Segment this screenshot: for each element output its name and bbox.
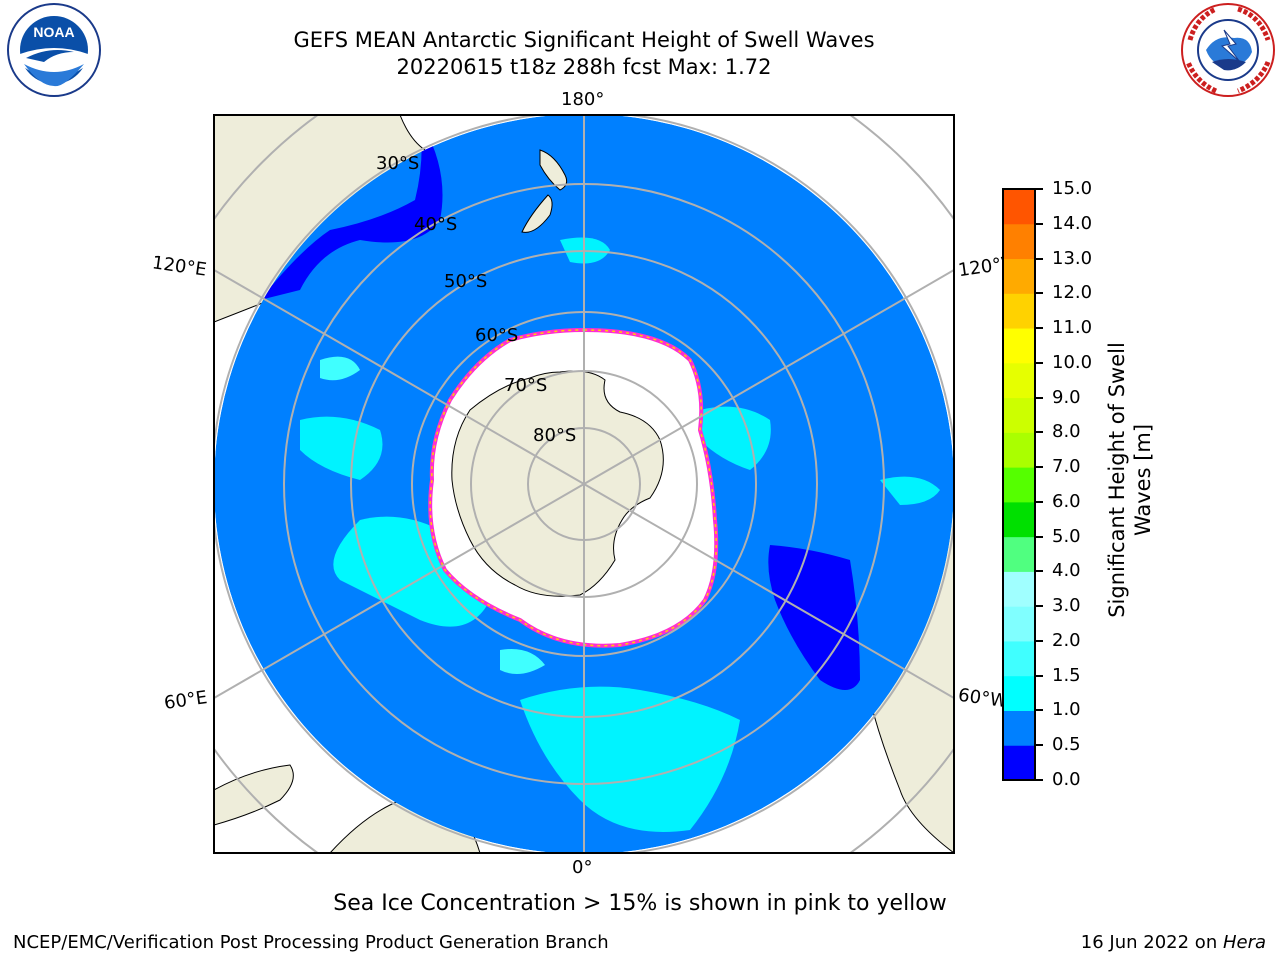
colorbar-tick-mark [1035,257,1043,260]
footer-date: 16 Jun 2022 on [1080,932,1223,953]
colorbar-band [1003,397,1035,433]
colorbar-band [1003,432,1035,468]
colorbar-tick-label: 1.0 [1052,699,1081,721]
colorbar-tick-mark [1035,605,1043,608]
footer-left: NCEP/EMC/Verification Post Processing Pr… [13,932,609,953]
low-swell-patch-australia [260,120,443,300]
map-frame [213,114,955,854]
colorbar-tick-label: 6.0 [1052,490,1081,512]
colorbar-tick-label: 0.0 [1052,769,1081,790]
lat-label-50s: 50°S [444,271,488,292]
colorbar-band [1003,571,1035,607]
lat-label-30s: 30°S [376,153,420,174]
colorbar-tick-mark [1035,188,1043,190]
colorbar-tick-label: 1.5 [1052,664,1081,686]
sea-ice-caption: Sea Ice Concentration > 15% is shown in … [333,891,947,916]
colorbar-tick-label: 14.0 [1052,212,1093,234]
colorbar-tick-mark [1035,535,1043,538]
meridian-lines [214,115,954,853]
lat-label-70s: 70°S [504,375,548,396]
colorbar-tick-label: 12.0 [1052,282,1093,304]
colorbar-tick-mark [1035,431,1043,434]
colorbar-band [1003,189,1035,225]
nws-logo [1181,3,1275,97]
footer-host: Hera [1222,932,1266,953]
colorbar-tick-mark [1035,639,1043,642]
colorbar-title-wrap: Significant Height of Swell Waves [m] [1070,342,1190,618]
madagascar-landmass [214,764,294,826]
swell-patch-cyan-3 [300,416,383,480]
colorbar-band [1003,223,1035,260]
colorbar-tick-label: 5.0 [1052,525,1081,547]
lon-label-180: 180° [561,89,605,110]
colorbar-tick-mark [1035,361,1043,364]
colorbar-tick-mark [1035,466,1043,469]
colorbar-tick-label: 8.0 [1052,421,1081,443]
swell-patch-cyan-8 [320,356,360,381]
colorbar-tick-mark [1035,396,1043,399]
colorbar-band [1003,328,1035,364]
footer-right: 16 Jun 2022 on Hera [1081,932,1266,953]
colorbar-band [1003,362,1035,399]
lat-label-80s: 80°S [533,425,577,446]
lon-label-0: 0° [572,857,593,878]
colorbar-tick-label: 2.0 [1052,629,1081,651]
colorbar-tick-label: 10.0 [1052,351,1093,373]
colorbar-band [1003,606,1035,642]
colorbar-band [1003,675,1035,711]
colorbar-band [1003,536,1035,572]
colorbar-tick-mark [1035,222,1043,225]
lat-label-60s: 60°S [475,325,519,346]
noaa-logo: NOAA [7,3,101,97]
colorbar-band [1003,640,1035,677]
colorbar-tick-mark [1035,674,1043,677]
colorbar-band [1003,258,1035,294]
colorbar-tick-mark [1035,779,1043,781]
colorbar-tick-label: 15.0 [1052,178,1093,199]
colorbar-band [1003,501,1035,538]
colorbar-tick-mark [1035,500,1043,503]
chart-subtitle: 20220615 t18z 288h fcst Max: 1.72 [396,55,772,79]
colorbar-tick-label: 9.0 [1052,386,1081,408]
colorbar-band [1003,467,1035,503]
antarctica-landmass [451,370,664,597]
swell-patch-cyan-6 [880,476,940,505]
colorbar-band [1003,745,1035,781]
noaa-text: NOAA [33,24,74,40]
colorbar-title-line1: Significant Height of Swell [1105,342,1129,618]
colorbar-tick-mark [1035,744,1043,747]
chart-title: GEFS MEAN Antarctic Significant Height o… [293,28,875,52]
swell-patch-cyan-7 [500,649,545,674]
colorbar-tick-label: 4.0 [1052,560,1081,582]
colorbar-tick-mark [1035,327,1043,330]
swell-patch-cyan-2 [520,686,740,832]
colorbar [1002,188,1036,781]
colorbar-title-line2: Waves [m] [1131,423,1155,537]
lat-label-40s: 40°S [414,214,458,235]
colorbar-tick-label: 7.0 [1052,456,1081,478]
colorbar-tick-label: 11.0 [1052,317,1093,339]
sea-ice-margin-yellow [429,329,717,647]
colorbar-tick-mark [1035,709,1043,712]
colorbar-band [1003,710,1035,746]
colorbar-tick-label: 0.5 [1052,734,1081,756]
colorbar-tick-mark [1035,570,1043,573]
colorbar-tick-label: 13.0 [1052,247,1093,269]
colorbar-tick-mark [1035,292,1043,295]
new-zealand-south [521,194,553,233]
colorbar-band [1003,293,1035,329]
colorbar-tick-label: 3.0 [1052,595,1081,617]
